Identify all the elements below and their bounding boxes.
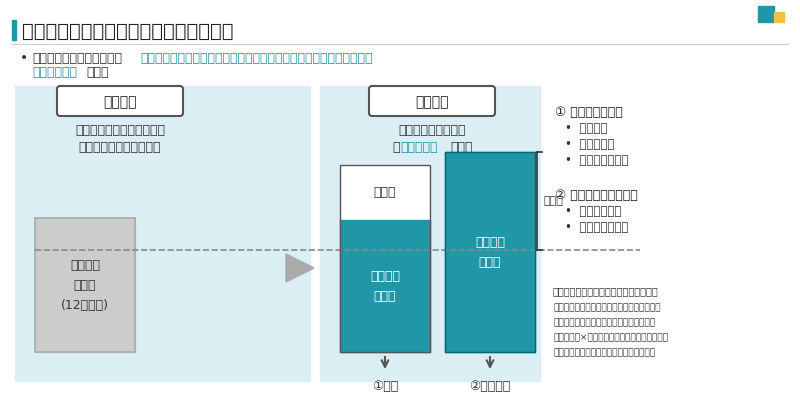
Text: します: します (86, 67, 109, 80)
Text: （参考）納めるべき所得税額の算出方法: （参考）納めるべき所得税額の算出方法 (553, 286, 658, 296)
Bar (35, 218, 135, 352)
Text: 収入－必要経費（給与所得控除）＝給与所得: 収入－必要経費（給与所得控除）＝給与所得 (553, 303, 661, 313)
Text: 払うべき
所得税: 払うべき 所得税 (370, 269, 400, 303)
Text: 帳尻合わせ: 帳尻合わせ (400, 140, 438, 153)
Text: 年末調整の仕組みはどうなっているの？: 年末調整の仕組みはどうなっているの？ (22, 21, 234, 41)
Text: 「: 「 (392, 140, 399, 153)
Bar (340, 165, 430, 220)
Polygon shape (286, 254, 314, 282)
Text: 所得金額－所得控除の合計額＝課税総所得: 所得金額－所得控除の合計額＝課税総所得 (553, 318, 655, 328)
Bar (445, 152, 535, 352)
Text: 過不足を精算: 過不足を精算 (32, 67, 77, 80)
Bar (35, 218, 135, 352)
Text: 「ざっくり」納付の: 「ざっくり」納付の (398, 124, 466, 137)
Text: •  扶養控除: • 扶養控除 (565, 122, 607, 134)
Text: •  給与等の増額: • 給与等の増額 (565, 204, 622, 217)
Text: ②追加徴収: ②追加徴収 (470, 380, 510, 393)
Text: 会社が給与から天引きされた所得税と本来払うべき所得税を比較し、: 会社が給与から天引きされた所得税と本来払うべき所得税を比較し、 (140, 52, 373, 65)
Bar (15, 86, 310, 381)
Bar (445, 152, 535, 352)
Text: 毎月の給与等から所得税を: 毎月の給与等から所得税を (75, 124, 165, 137)
Text: •  保険料控除: • 保険料控除 (565, 137, 614, 150)
Bar (12, 20, 16, 40)
Bar (774, 12, 784, 22)
Bar (758, 6, 774, 22)
Text: 超過分: 超過分 (374, 186, 396, 199)
Text: を行う: を行う (450, 140, 473, 153)
Text: •  扶養家族の減少: • 扶養家族の減少 (565, 220, 628, 233)
FancyBboxPatch shape (369, 86, 495, 116)
Text: 不足分: 不足分 (544, 196, 564, 206)
FancyBboxPatch shape (57, 86, 183, 116)
Text: 納付済み
所得税
(12ヶ月分): 納付済み 所得税 (12ヶ月分) (61, 259, 109, 311)
Bar (340, 165, 430, 352)
Text: 課税総所得×税率－各税率の控除額＝所得税額: 課税総所得×税率－各税率の控除額＝所得税額 (553, 334, 668, 342)
Text: ①返金: ①返金 (372, 380, 398, 393)
Text: 源泉徴収: 源泉徴収 (103, 95, 137, 109)
Text: 「ざっくり」計算し納付: 「ざっくり」計算し納付 (78, 140, 162, 153)
Text: 従業員の提出書類を元に、: 従業員の提出書類を元に、 (32, 52, 122, 65)
Bar (340, 220, 430, 352)
Text: ② 追加徴収になる場合: ② 追加徴収になる場合 (555, 189, 638, 202)
Text: 年末調整: 年末調整 (415, 95, 449, 109)
Text: •: • (20, 51, 28, 65)
Bar (320, 86, 540, 381)
Text: 払うべき
所得税: 払うべき 所得税 (475, 235, 505, 269)
Bar (545, 278, 789, 386)
Text: ① 返金される場合: ① 返金される場合 (555, 106, 622, 119)
Text: 所得税額－税額控除＝納めるべき所得税額: 所得税額－税額控除＝納めるべき所得税額 (553, 349, 655, 357)
Text: •  住宅ローン控除: • 住宅ローン控除 (565, 153, 628, 166)
